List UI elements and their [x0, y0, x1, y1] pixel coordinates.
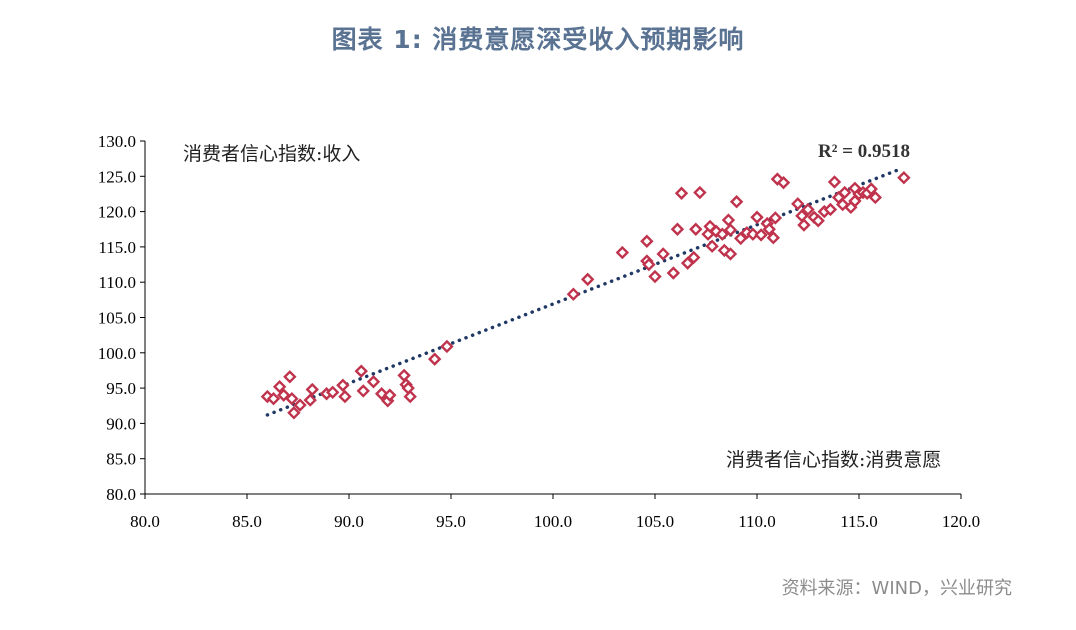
y-tick-label: 90.0: [106, 414, 136, 433]
data-point: [266, 391, 281, 406]
data-point: [797, 218, 811, 232]
x-tick-label: 100.0: [534, 512, 572, 531]
data-point: [750, 210, 764, 224]
data-point: [674, 186, 689, 200]
data-point: [356, 384, 370, 398]
data-point: [689, 222, 703, 236]
data-point: [283, 370, 297, 384]
trendline-path: [265, 167, 902, 417]
data-point: [721, 213, 736, 227]
y-tick-label: 95.0: [106, 379, 136, 398]
data-point: [303, 393, 317, 407]
data-point: [746, 227, 760, 241]
data-point: [729, 195, 744, 209]
data-point: [648, 269, 662, 284]
axes: 80.0 85.0 90.0 95.0 100.0 105.0 110.0 115.0 120.…: [98, 132, 980, 531]
data-point: [776, 175, 791, 190]
data-point: [715, 227, 730, 241]
y-tick-label: 125.0: [98, 167, 136, 186]
data-point: [440, 339, 454, 354]
y-tick-label: 80.0: [106, 485, 136, 504]
data-point: [566, 287, 581, 301]
chart-title: 图表 1: 消费意愿深受收入预期影响: [331, 25, 745, 54]
data-point: [680, 256, 695, 270]
data-point: [640, 234, 654, 248]
data-point: [656, 247, 670, 261]
y-tick-label: 100.0: [98, 344, 136, 363]
data-point: [823, 202, 838, 217]
data-point: [705, 239, 719, 253]
data-point: [354, 364, 368, 378]
x-tick-label: 120.0: [942, 512, 980, 531]
data-point: [272, 379, 287, 394]
x-tick-label: 115.0: [840, 512, 878, 531]
data-point: [811, 214, 825, 228]
y-tick-label: 85.0: [106, 450, 136, 469]
x-tick-label: 105.0: [636, 512, 674, 531]
data-point: [293, 398, 307, 412]
data-point: [383, 388, 397, 402]
x-tick-label: 95.0: [436, 512, 466, 531]
data-point: [766, 231, 781, 245]
data-point: [768, 211, 783, 225]
data-point: [733, 231, 748, 246]
data-point: [374, 387, 389, 401]
data-point: [305, 382, 319, 397]
trendline: [265, 167, 902, 417]
data-point: [366, 375, 381, 389]
data-point: [801, 202, 815, 217]
data-point: [670, 222, 685, 236]
data-point: [403, 389, 417, 404]
data-point: [285, 391, 299, 406]
data-point: [325, 385, 340, 400]
data-point: [336, 378, 350, 392]
y-tick-label: 110.0: [98, 273, 136, 292]
data-point: [868, 190, 883, 205]
y-tick-label: 105.0: [98, 309, 136, 328]
data-point: [580, 272, 595, 287]
x-tick-label: 110.0: [738, 512, 776, 531]
y-tick-label: 130.0: [98, 132, 136, 151]
x-tick-label: 80.0: [130, 512, 160, 531]
data-point: [838, 185, 852, 200]
y-series-label: 消费者信心指数:收入: [183, 143, 360, 165]
data-point: [397, 368, 411, 383]
data-point: [666, 266, 681, 280]
data-point: [723, 247, 738, 261]
y-tick-label: 115.0: [98, 238, 136, 257]
data-point: [687, 250, 701, 265]
data-point: [754, 228, 768, 242]
x-tick-label: 90.0: [334, 512, 364, 531]
r-squared-label: R² = 0.9518: [818, 141, 910, 162]
data-point: [723, 223, 738, 237]
data-point: [338, 389, 352, 404]
x-tick-label: 85.0: [232, 512, 262, 531]
x-series-label: 消费者信心指数:消费意愿: [726, 449, 941, 471]
source-note: 资料来源：WIND，兴业研究: [781, 578, 1012, 599]
data-point: [427, 352, 442, 366]
data-point: [642, 257, 656, 272]
data-point: [864, 182, 878, 196]
data-point: [791, 197, 805, 211]
data-point: [897, 171, 911, 185]
data-points: [260, 171, 911, 420]
data-point: [762, 222, 776, 236]
data-point: [287, 406, 301, 420]
y-tick-label: 120.0: [98, 203, 136, 222]
data-point: [615, 245, 630, 260]
data-point: [693, 185, 707, 200]
data-point: [827, 175, 842, 189]
